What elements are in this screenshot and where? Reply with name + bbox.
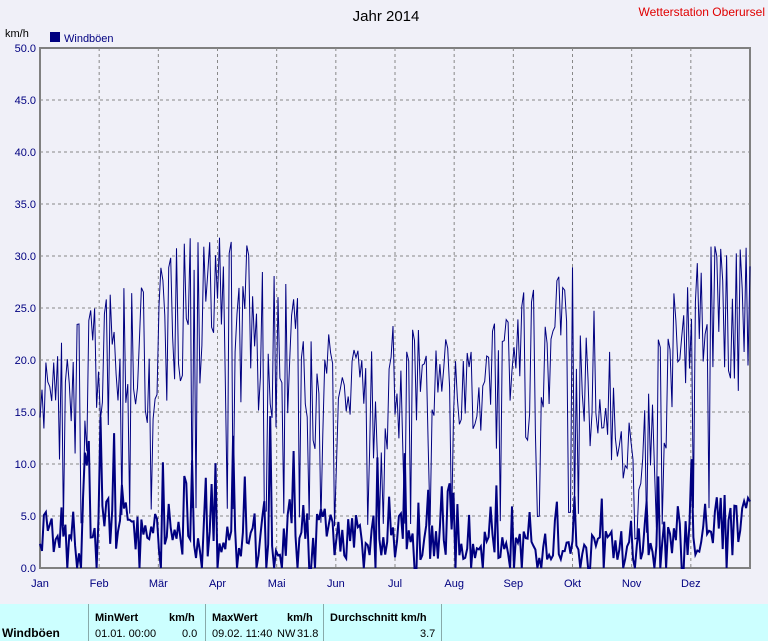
x-tick-label: Mai xyxy=(268,578,286,590)
y-tick-label: 30.0 xyxy=(15,251,36,263)
y-tick-label: 40.0 xyxy=(15,147,36,159)
series-line-lower xyxy=(39,416,751,569)
x-tick-label: Aug xyxy=(444,578,464,590)
series-group xyxy=(39,237,751,569)
y-tick-label: 50.0 xyxy=(15,43,36,55)
max-value: 31.8 xyxy=(297,628,319,640)
x-tick-label: Okt xyxy=(564,578,581,590)
stats-row-label: Windböen xyxy=(2,626,60,640)
max-date: 09.02. 11:40 xyxy=(212,628,273,640)
avg-header: Durchschnitt km/h xyxy=(330,612,427,624)
max-direction: NW xyxy=(277,628,296,640)
max-unit-header: km/h xyxy=(287,612,313,624)
x-tick-label: Jul xyxy=(388,578,402,590)
wind-gust-chart: Jahr 2014 Wetterstation Oberursel km/h W… xyxy=(5,5,766,590)
stats-bar: Windböen MinWert km/h 01.01. 00:00 0.0 M… xyxy=(0,604,768,641)
max-cell: MaxWert km/h 09.02. 11:40 NW 31.8 xyxy=(205,604,324,641)
y-tick-label: 35.0 xyxy=(15,199,36,211)
y-tick-labels: 0.0 5.0 10.0 15.0 20.0 25.0 30.0 35.0 40.0 45.0 50… xyxy=(15,43,36,575)
y-tick-label: 25.0 xyxy=(15,303,36,315)
y-tick-label: 0.0 xyxy=(21,563,36,575)
min-value: 0.0 xyxy=(182,628,198,640)
min-header: MinWert xyxy=(95,612,139,624)
y-tick-label: 20.0 xyxy=(15,355,36,367)
station-name: Wetterstation Oberursel xyxy=(639,5,766,19)
y-tick-label: 10.0 xyxy=(15,459,36,471)
x-tick-label: Mär xyxy=(149,578,168,590)
max-header: MaxWert xyxy=(212,612,258,624)
min-unit-header: km/h xyxy=(169,612,195,624)
y-tick-label: 5.0 xyxy=(21,511,36,523)
x-tick-labels: Jan Feb Mär Apr Mai Jun Jul Aug Sep Okt Nov Dez xyxy=(31,578,700,590)
x-tick-label: Jan xyxy=(31,578,49,590)
chart-title: Jahr 2014 xyxy=(353,8,420,25)
x-tick-label: Apr xyxy=(209,578,226,590)
x-tick-label: Nov xyxy=(622,578,642,590)
avg-value: 3.7 xyxy=(420,628,436,640)
legend-swatch xyxy=(50,32,60,42)
y-axis-unit: km/h xyxy=(5,28,29,40)
min-date: 01.01. 00:00 xyxy=(95,628,157,640)
y-tick-label: 45.0 xyxy=(15,95,36,107)
x-tick-label: Sep xyxy=(504,578,524,590)
series-line-upper xyxy=(39,237,751,540)
min-cell: MinWert km/h 01.01. 00:00 0.0 xyxy=(88,604,205,641)
x-tick-label: Jun xyxy=(327,578,345,590)
avg-cell: Durchschnitt km/h 3.7 xyxy=(323,604,442,641)
x-tick-label: Dez xyxy=(681,578,701,590)
x-tick-label: Feb xyxy=(90,578,109,590)
y-tick-label: 15.0 xyxy=(15,407,36,419)
legend-label: Windböen xyxy=(64,33,114,45)
